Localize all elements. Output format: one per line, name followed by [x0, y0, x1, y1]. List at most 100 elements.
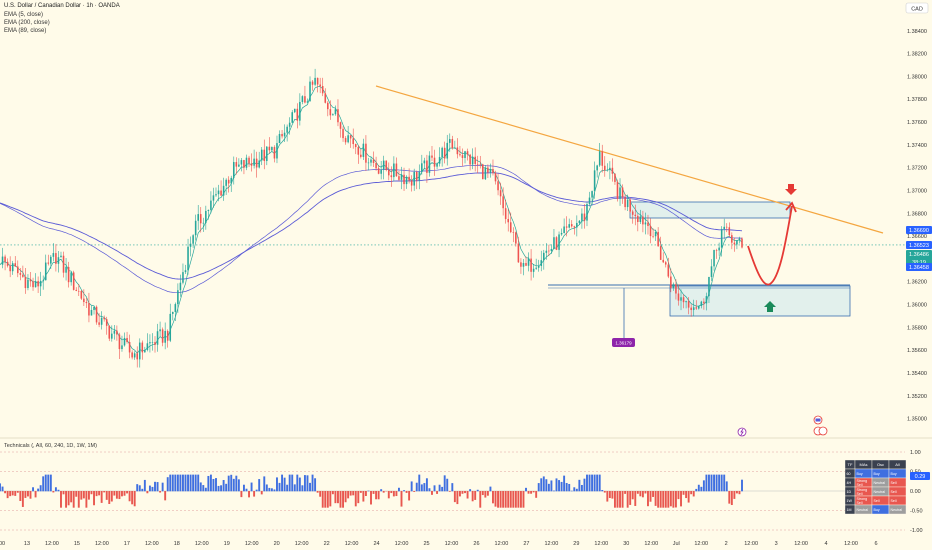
symbol-title[interactable]: U.S. Dollar / Canadian Dollar · 1h · OAN…: [4, 3, 120, 9]
bull-candle[interactable]: [367, 157, 370, 171]
bear-candle[interactable]: [509, 212, 512, 234]
bull-candle[interactable]: [293, 108, 296, 114]
bull-candle[interactable]: [609, 161, 611, 180]
bear-candle[interactable]: [502, 187, 504, 216]
bull-candle[interactable]: [421, 154, 423, 175]
bull-candle[interactable]: [334, 105, 337, 116]
bear-candle[interactable]: [603, 156, 606, 177]
bull-candle[interactable]: [654, 229, 657, 241]
bull-candle[interactable]: [543, 249, 545, 270]
bull-candle[interactable]: [568, 218, 570, 229]
bear-candle[interactable]: [337, 99, 339, 127]
bull-candle[interactable]: [723, 218, 726, 240]
bull-candle[interactable]: [685, 300, 687, 309]
bull-candle[interactable]: [423, 157, 426, 170]
bear-candle[interactable]: [227, 176, 230, 193]
bull-candle[interactable]: [309, 76, 311, 102]
lightning-event-icon[interactable]: [737, 427, 747, 437]
bull-candle[interactable]: [596, 164, 598, 178]
bull-candle[interactable]: [44, 254, 47, 281]
bear-candle[interactable]: [199, 207, 202, 233]
bear-candle[interactable]: [47, 254, 50, 266]
bear-candle[interactable]: [728, 222, 731, 237]
bull-candle[interactable]: [123, 332, 126, 347]
bear-candle[interactable]: [98, 313, 100, 328]
bear-candle[interactable]: [703, 298, 705, 310]
bear-candle[interactable]: [629, 198, 631, 214]
bull-candle[interactable]: [217, 184, 220, 202]
bear-candle[interactable]: [616, 179, 619, 202]
bull-candle[interactable]: [177, 283, 179, 313]
bull-candle[interactable]: [581, 208, 583, 229]
bear-candle[interactable]: [690, 304, 692, 317]
bear-candle[interactable]: [601, 144, 604, 173]
bear-candle[interactable]: [512, 227, 515, 243]
bear-candle[interactable]: [451, 135, 454, 150]
bull-candle[interactable]: [484, 164, 487, 180]
bull-candle[interactable]: [159, 321, 161, 337]
bear-candle[interactable]: [108, 325, 111, 342]
indicator-ema5[interactable]: EMA (5, close): [4, 12, 44, 18]
bear-candle[interactable]: [263, 139, 266, 170]
bull-candle[interactable]: [57, 251, 60, 273]
bull-candle[interactable]: [545, 243, 548, 260]
bull-candle[interactable]: [382, 155, 385, 180]
bull-candle[interactable]: [113, 325, 116, 340]
us-flag-event-icon[interactable]: [813, 415, 823, 425]
bull-candle[interactable]: [448, 133, 451, 152]
bear-candle[interactable]: [469, 153, 471, 171]
bull-candle[interactable]: [299, 93, 301, 126]
bear-candle[interactable]: [466, 148, 469, 161]
bear-candle[interactable]: [443, 141, 446, 164]
bull-candle[interactable]: [182, 263, 184, 285]
bear-candle[interactable]: [461, 148, 464, 167]
bull-candle[interactable]: [202, 217, 205, 232]
bear-candle[interactable]: [77, 284, 80, 297]
bull-candle[interactable]: [436, 162, 438, 169]
bear-candle[interactable]: [85, 297, 88, 309]
bull-candle[interactable]: [151, 333, 154, 351]
bear-candle[interactable]: [634, 204, 637, 226]
bear-candle[interactable]: [131, 350, 133, 360]
bull-candle[interactable]: [11, 260, 14, 275]
bear-candle[interactable]: [497, 173, 499, 196]
bear-candle[interactable]: [344, 136, 347, 145]
bear-candle[interactable]: [525, 256, 527, 267]
bear-candle[interactable]: [652, 228, 654, 239]
bull-candle[interactable]: [179, 274, 182, 297]
bull-candle[interactable]: [692, 299, 695, 317]
bull-candle[interactable]: [370, 156, 372, 167]
ema-89-line[interactable]: [0, 165, 743, 294]
bull-candle[interactable]: [283, 124, 286, 142]
bull-candle[interactable]: [586, 202, 588, 227]
bull-candle[interactable]: [232, 156, 235, 185]
bear-candle[interactable]: [398, 170, 400, 181]
bull-candle[interactable]: [230, 175, 233, 192]
bear-candle[interactable]: [372, 151, 375, 168]
bear-candle[interactable]: [675, 279, 677, 300]
bear-candle[interactable]: [9, 256, 11, 278]
bear-candle[interactable]: [365, 135, 367, 171]
bull-candle[interactable]: [149, 334, 151, 353]
bear-candle[interactable]: [316, 77, 319, 93]
bear-candle[interactable]: [161, 327, 164, 347]
bear-candle[interactable]: [339, 121, 342, 138]
bear-candle[interactable]: [321, 77, 324, 97]
bull-candle[interactable]: [535, 258, 537, 270]
bull-candle[interactable]: [720, 226, 723, 257]
bear-candle[interactable]: [687, 297, 690, 315]
bull-candle[interactable]: [164, 322, 166, 350]
low-marker-label[interactable]: 1.36179: [612, 338, 635, 347]
bull-candle[interactable]: [156, 323, 159, 352]
bull-candle[interactable]: [205, 205, 207, 230]
bear-candle[interactable]: [621, 184, 624, 204]
bull-candle[interactable]: [286, 124, 288, 142]
bull-candle[interactable]: [698, 305, 700, 310]
bull-candle[interactable]: [144, 346, 146, 353]
bear-candle[interactable]: [250, 153, 253, 172]
bull-candle[interactable]: [639, 209, 642, 224]
bear-candle[interactable]: [499, 182, 502, 205]
bear-candle[interactable]: [670, 268, 672, 293]
bear-candle[interactable]: [395, 157, 398, 177]
bull-candle[interactable]: [288, 117, 291, 135]
